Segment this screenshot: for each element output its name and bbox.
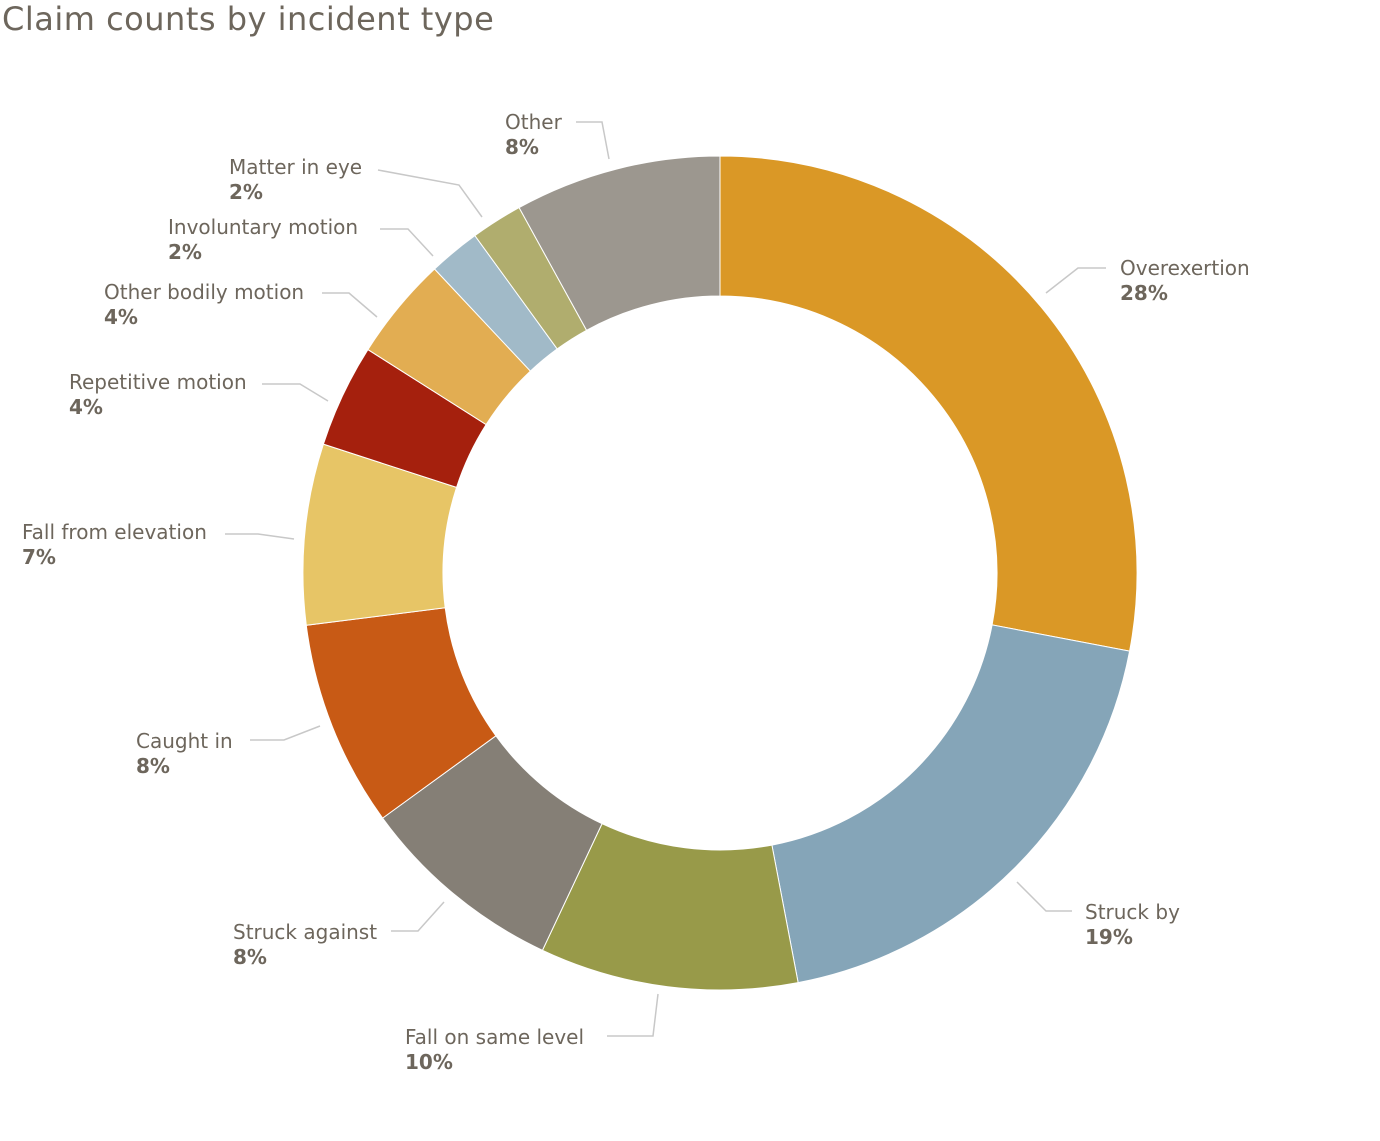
label-fall-from-elevation: Fall from elevation <box>22 520 207 544</box>
label-fall-on-same-level: Fall on same level <box>405 1025 584 1049</box>
slices-layer <box>302 155 1138 991</box>
label-struck-by: Struck by <box>1085 900 1180 924</box>
leader-line-struck-against <box>391 901 445 932</box>
label-matter-in-eye: Matter in eye <box>229 155 362 179</box>
pct-label-involuntary-motion: 2% <box>168 240 202 264</box>
pct-label-fall-on-same-level: 10% <box>405 1050 453 1074</box>
pct-label-matter-in-eye: 2% <box>229 180 263 204</box>
pct-label-fall-from-elevation: 7% <box>22 545 56 569</box>
pct-label-caught-in: 8% <box>136 754 170 778</box>
chart-title: Claim counts by incident type <box>2 0 495 38</box>
leader-line-struck-by <box>1016 881 1072 912</box>
leader-line-other <box>576 121 610 160</box>
slice-struck-by <box>771 624 1131 984</box>
label-repetitive-motion: Repetitive motion <box>69 370 247 394</box>
slice-overexertion <box>719 155 1138 652</box>
leaders-layer <box>225 121 1106 1037</box>
label-overexertion: Overexertion <box>1120 256 1250 280</box>
pct-label-other-bodily-motion: 4% <box>104 305 138 329</box>
label-other: Other <box>505 110 563 134</box>
leader-line-matter-in-eye <box>377 169 483 218</box>
leader-line-overexertion <box>1045 267 1106 294</box>
leader-line-repetitive-motion <box>262 383 329 402</box>
slice-other <box>518 155 721 331</box>
label-caught-in: Caught in <box>136 729 233 753</box>
label-struck-against: Struck against <box>233 920 377 944</box>
label-involuntary-motion: Involuntary motion <box>168 215 358 239</box>
pct-label-repetitive-motion: 4% <box>69 395 103 419</box>
pct-label-other: 8% <box>505 135 539 159</box>
pct-label-overexertion: 28% <box>1120 281 1168 305</box>
label-other-bodily-motion: Other bodily motion <box>104 280 304 304</box>
leader-line-fall-from-elevation <box>225 533 295 540</box>
leader-line-involuntary-motion <box>380 228 434 257</box>
leader-line-other-bodily-motion <box>322 292 378 318</box>
pct-label-struck-against: 8% <box>233 945 267 969</box>
leader-line-fall-on-same-level <box>607 993 659 1037</box>
leader-line-caught-in <box>250 725 321 741</box>
pct-label-struck-by: 19% <box>1085 925 1133 949</box>
